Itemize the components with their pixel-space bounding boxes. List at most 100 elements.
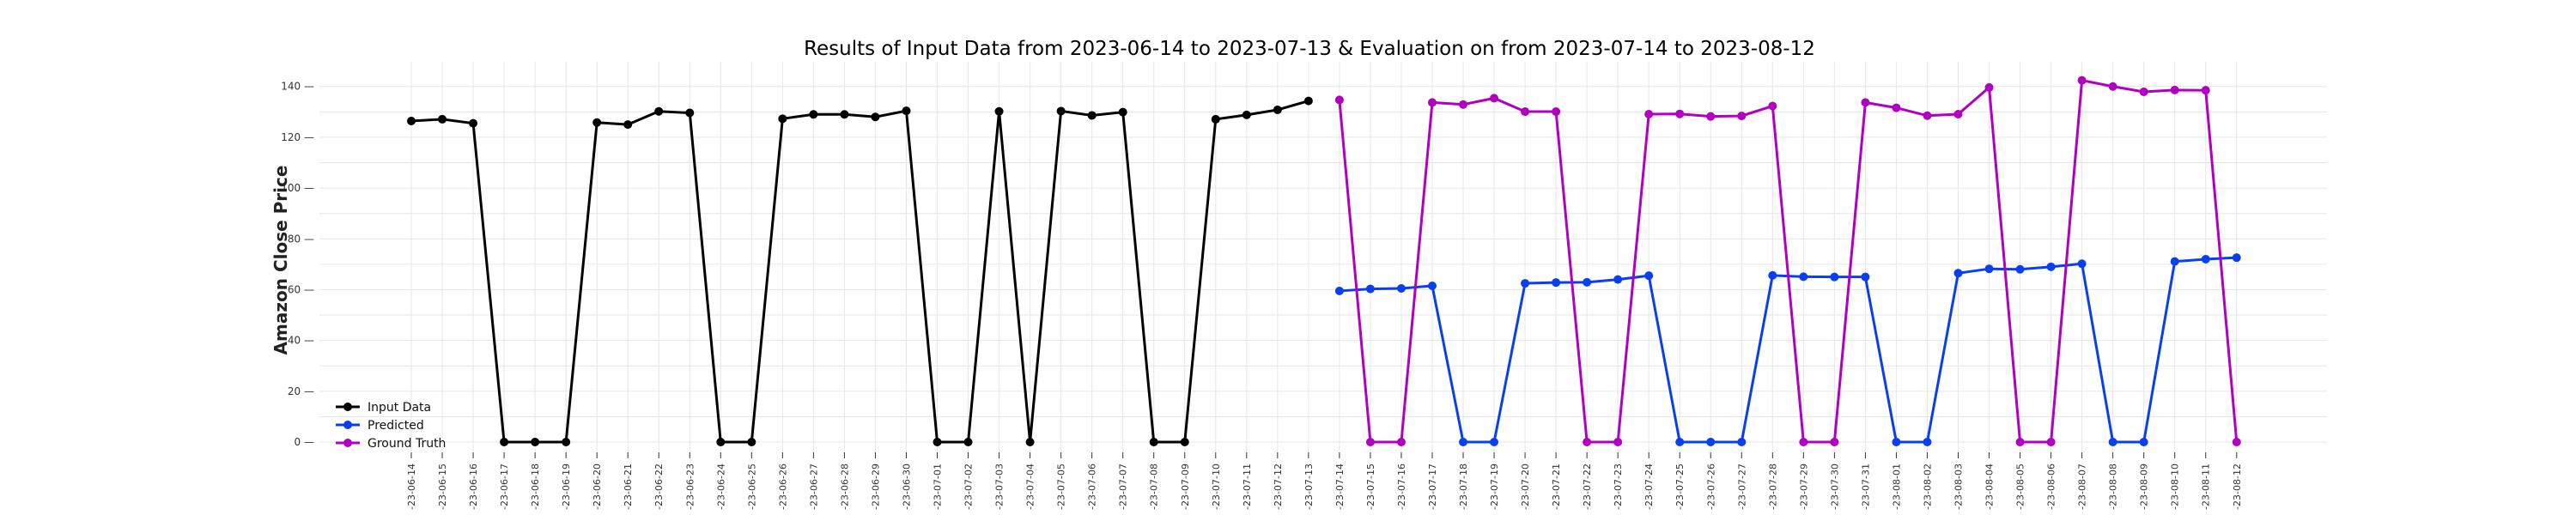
- x-tick-label: -23-08-07: [2077, 464, 2088, 510]
- data-point: [2015, 438, 2025, 446]
- x-tick-label: -23-08-02: [1922, 464, 1933, 510]
- x-tick-label: -23-08-01: [1891, 464, 1902, 510]
- x-tick-label: -23-07-02: [963, 464, 975, 510]
- x-tick-label: -23-07-20: [1520, 464, 1531, 510]
- series-line: [1338, 78, 2239, 444]
- data-point: [1923, 111, 1932, 120]
- x-tick-label: -23-06-25: [746, 464, 757, 510]
- x-tick-label: -23-06-23: [684, 464, 696, 510]
- data-point: [1427, 98, 1437, 107]
- x-tick-label: -23-06-28: [839, 464, 850, 510]
- data-point: [1984, 82, 1994, 92]
- data-point: [1521, 107, 1530, 117]
- data-point: [1861, 272, 1870, 282]
- x-tick-label: -23-07-19: [1489, 464, 1500, 510]
- x-tick-label: -23-07-30: [1829, 464, 1840, 510]
- data-point: [778, 114, 787, 124]
- data-point: [1583, 438, 1592, 446]
- data-point: [1613, 275, 1623, 284]
- x-tick-label: -23-07-31: [1860, 464, 1871, 510]
- legend-label: Input Data: [368, 401, 431, 415]
- x-tick-label: -23-06-20: [592, 464, 603, 510]
- x-tick-label: -23-06-17: [499, 464, 510, 510]
- x-tick-label: -23-07-01: [933, 464, 944, 510]
- data-point: [2232, 438, 2241, 446]
- x-tick-label: -23-07-15: [1365, 464, 1376, 510]
- data-point: [1242, 110, 1251, 119]
- data-point: [902, 106, 911, 116]
- data-point: [1768, 101, 1777, 111]
- data-point: [933, 438, 942, 446]
- chart-title: Results of Input Data from 2023-06-14 to…: [804, 38, 1815, 60]
- x-tick-label: -23-08-03: [1953, 464, 1965, 510]
- data-point: [2046, 438, 2056, 446]
- x-tick-label: -23-07-29: [1798, 464, 1809, 510]
- data-point: [1675, 438, 1685, 446]
- data-point: [716, 438, 726, 446]
- data-point: [500, 438, 509, 446]
- data-point: [1768, 270, 1777, 280]
- data-point: [1427, 282, 1437, 291]
- data-point: [1892, 103, 1901, 112]
- data-point: [2077, 259, 2087, 269]
- x-tick-label: -23-08-09: [2139, 464, 2150, 510]
- x-tick-label: -23-06-16: [468, 464, 479, 510]
- data-point: [871, 112, 880, 122]
- data-point: [1273, 105, 1282, 114]
- x-tick-label: -23-07-05: [1056, 464, 1067, 510]
- x-tick-label: -23-07-14: [1334, 464, 1346, 510]
- data-point: [2201, 86, 2210, 95]
- x-tick-label: -23-06-18: [530, 464, 541, 510]
- data-point: [1303, 96, 1313, 106]
- data-point: [438, 114, 447, 124]
- x-tick-label: -23-07-04: [1025, 464, 1036, 510]
- data-point: [1396, 438, 1406, 446]
- legend-label: Ground Truth: [368, 437, 446, 451]
- x-tick-label: -23-06-27: [808, 464, 819, 510]
- data-point: [1799, 272, 1808, 282]
- series-ground-truth: [1334, 76, 2241, 446]
- data-point: [407, 116, 416, 125]
- data-point: [1118, 107, 1127, 117]
- data-point: [531, 438, 540, 446]
- y-tick-label: 20 —: [288, 385, 314, 397]
- x-tick-label: -23-06-21: [623, 464, 634, 510]
- x-tick-label: -23-08-04: [1984, 464, 1996, 510]
- data-point: [1056, 106, 1066, 116]
- x-tick-label: -23-08-11: [2201, 464, 2212, 510]
- legend-item: Ground Truth: [336, 437, 446, 451]
- x-tick-label: -23-07-26: [1705, 464, 1716, 510]
- data-point: [592, 118, 602, 127]
- x-tick-label: -23-08-12: [2232, 464, 2243, 510]
- data-point: [1644, 271, 1654, 281]
- series-input-data: [407, 96, 1313, 446]
- data-point: [1552, 107, 1561, 117]
- x-tick-label: -23-07-07: [1118, 464, 1129, 510]
- data-point: [1675, 109, 1685, 118]
- x-tick-label: -23-07-11: [1242, 464, 1253, 510]
- x-tick-label: -23-07-08: [1149, 464, 1160, 510]
- data-point: [1211, 114, 1220, 124]
- data-point: [1521, 279, 1530, 288]
- data-point: [1149, 438, 1158, 446]
- data-point: [1180, 438, 1189, 446]
- data-point: [747, 438, 756, 446]
- legend-marker: [343, 439, 352, 447]
- x-tick-label: -23-06-14: [406, 464, 417, 510]
- data-point: [1923, 438, 1932, 446]
- data-point: [1830, 438, 1839, 446]
- x-tick-label: -23-07-12: [1273, 464, 1284, 510]
- data-point: [1984, 264, 1994, 274]
- data-point: [469, 118, 478, 128]
- data-point: [1706, 112, 1716, 121]
- y-tick-label: 80 —: [288, 233, 314, 245]
- x-tick-label: -23-06-24: [715, 464, 726, 510]
- y-tick-label: 0 —: [295, 436, 314, 448]
- x-tick-label: -23-07-24: [1643, 464, 1655, 510]
- data-point: [2046, 262, 2056, 271]
- x-tick-label: -23-07-23: [1613, 464, 1624, 510]
- data-point: [1799, 438, 1808, 446]
- x-tick-label: -23-07-09: [1180, 464, 1191, 510]
- data-point: [1459, 100, 1468, 109]
